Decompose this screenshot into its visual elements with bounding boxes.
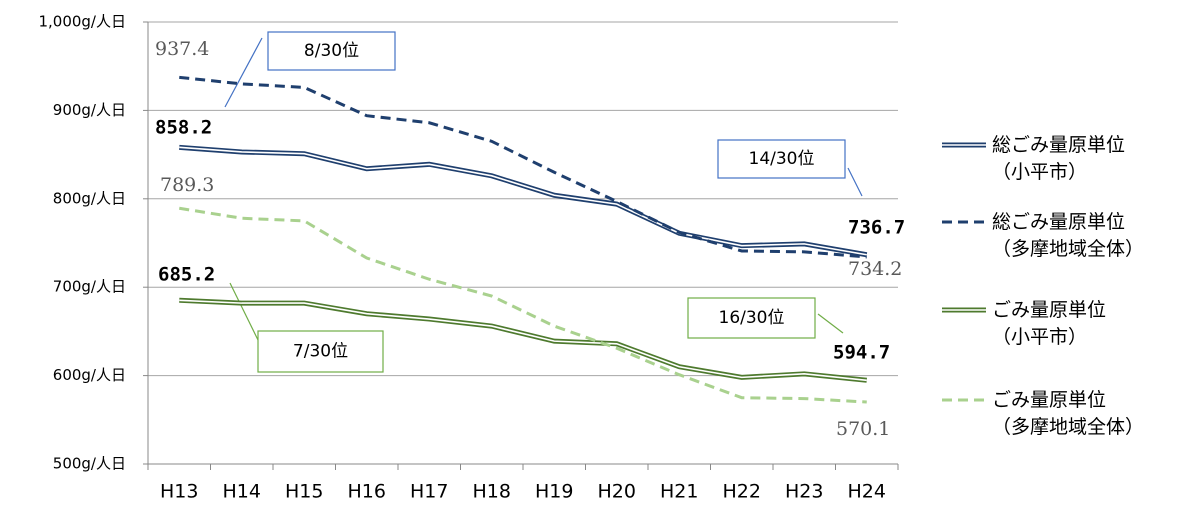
rank-label: 16/30位 (719, 308, 785, 328)
x-tick-label: H13 (160, 481, 198, 503)
rank-label: 14/30位 (749, 149, 815, 169)
y-tick-label: 900g/人日 (53, 101, 126, 119)
legend-key (942, 142, 986, 148)
data-label: 937.4 (155, 38, 209, 60)
rank-label: 8/30位 (304, 41, 359, 61)
x-tick-label: H17 (410, 481, 448, 503)
legend-key (942, 398, 986, 402)
legend-key (942, 307, 986, 313)
x-tick-label: H15 (285, 481, 323, 503)
x-tick-label: H24 (848, 481, 886, 503)
rank-box (257, 330, 384, 373)
rank-box (717, 139, 846, 179)
data-label: 685.2 (158, 264, 215, 286)
legend-label: 総ごみ量原単位 （小平市） (992, 134, 1126, 183)
data-label: 789.3 (160, 174, 214, 196)
data-label: 734.2 (848, 258, 902, 280)
legend-label: ごみ量原単位 （多摩地域全体） (992, 389, 1145, 438)
y-tick-label: 800g/人日 (53, 189, 126, 207)
leader-line (847, 167, 863, 197)
x-tick-label: H16 (348, 481, 386, 503)
legend-label: ごみ量原単位 （小平市） (992, 299, 1107, 348)
y-tick-label: 700g/人日 (53, 278, 126, 296)
y-tick-label: 500g/人日 (53, 455, 126, 473)
rank-box (267, 31, 396, 71)
x-tick-label: H18 (473, 481, 511, 503)
x-tick-label: H21 (660, 481, 698, 503)
rank-label: 7/30位 (293, 342, 348, 362)
rank-box (687, 297, 816, 339)
series-line-inner (179, 299, 867, 382)
x-tick-label: H23 (785, 481, 823, 503)
data-label: 594.7 (833, 342, 890, 364)
y-tick-label: 600g/人日 (53, 366, 126, 384)
x-tick-label: H20 (598, 481, 636, 503)
leader-line (817, 313, 844, 334)
series-line (179, 206, 867, 404)
leader-line (229, 282, 259, 341)
data-label: 736.7 (848, 217, 905, 239)
data-label: 570.1 (836, 418, 890, 440)
legend-key (942, 220, 986, 224)
legend-label: 総ごみ量原単位 （多摩地域全体） (992, 211, 1145, 260)
series-line-inner (179, 146, 867, 256)
x-tick-label: H19 (535, 481, 573, 503)
leader-line (224, 37, 263, 108)
x-tick-label: H14 (223, 481, 261, 503)
series-line (179, 75, 867, 259)
y-tick-label: 1,000g/人日 (38, 13, 126, 31)
x-tick-label: H22 (723, 481, 761, 503)
data-label: 858.2 (155, 117, 212, 139)
